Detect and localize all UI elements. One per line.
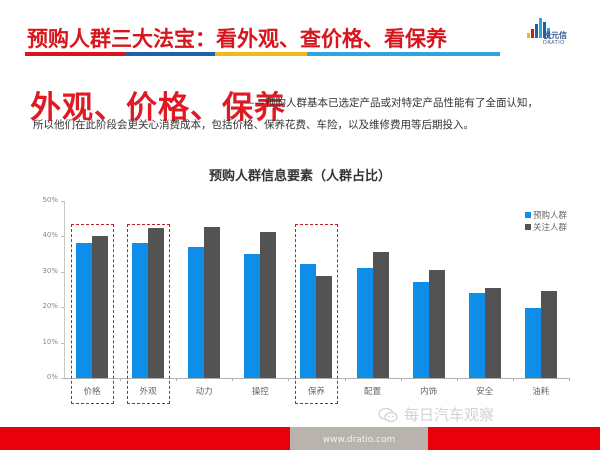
x-category-label: 配置 bbox=[363, 387, 381, 397]
dratio-logo: 锐元信 DRATIO bbox=[527, 16, 573, 52]
legend-label: 预购人群 bbox=[533, 211, 568, 221]
y-tick-mark bbox=[61, 342, 64, 344]
x-category-label: 内饰 bbox=[420, 387, 438, 397]
x-tick-mark bbox=[344, 378, 346, 381]
x-tick-mark bbox=[512, 378, 514, 381]
legend-item-attention: 关注人群 bbox=[525, 221, 567, 233]
x-category-label: 外观 bbox=[139, 387, 157, 397]
footer-url-box: www.dratio.com bbox=[290, 427, 428, 450]
y-axis-line bbox=[64, 201, 65, 379]
x-tick-mark bbox=[456, 378, 458, 381]
y-tick-mark bbox=[61, 307, 64, 309]
intro-line-1: ——预购人群基本已选定产品或对特定产品性能有了全面认知， bbox=[244, 97, 538, 109]
y-tick-label: 0% bbox=[46, 373, 58, 381]
x-tick-mark bbox=[568, 378, 570, 381]
logo-bar-icon bbox=[527, 33, 530, 38]
bar-prepurchase[interactable] bbox=[132, 243, 149, 378]
y-tick-label: 50% bbox=[42, 196, 58, 204]
y-tick-label: 30% bbox=[42, 266, 58, 275]
bar-attention[interactable] bbox=[204, 226, 221, 378]
logo-sub: DRATIO bbox=[543, 40, 565, 46]
logo-name: 锐元信 bbox=[543, 31, 567, 40]
bar-prepurchase[interactable] bbox=[412, 282, 429, 378]
x-tick-mark bbox=[232, 378, 234, 381]
intro-heading: 外观、价格、保养 bbox=[30, 90, 286, 126]
bar-attention[interactable] bbox=[316, 276, 333, 378]
x-tick-mark bbox=[120, 378, 122, 381]
chart-legend: 预购人群 关注人群 bbox=[525, 209, 567, 233]
logo-bar-icon bbox=[543, 22, 546, 38]
logo-bar-icon bbox=[539, 18, 542, 38]
wechat-icon bbox=[378, 407, 398, 423]
bar-prepurchase[interactable] bbox=[188, 246, 205, 378]
y-tick-label: 10% bbox=[42, 337, 58, 346]
bar-prepurchase[interactable] bbox=[524, 307, 541, 378]
bar-attention[interactable] bbox=[92, 236, 109, 378]
legend-item-prepurchase: 预购人群 bbox=[525, 209, 567, 221]
legend-swatch-blue-icon bbox=[525, 212, 531, 218]
bar-attention[interactable] bbox=[540, 290, 557, 378]
stripe-yellow bbox=[215, 52, 307, 56]
stripe-darkblue bbox=[125, 52, 215, 56]
bar-attention[interactable] bbox=[484, 288, 501, 378]
x-category-label: 动力 bbox=[195, 387, 213, 397]
chart-title: 预购人群信息要素（人群占比） bbox=[208, 169, 391, 184]
bar-attention[interactable] bbox=[148, 227, 165, 378]
bar-prepurchase[interactable] bbox=[468, 293, 485, 378]
intro-line-2: 所以他们在此阶段会更关心消费成本，包括价格、保养花费、车险，以及维修费用等后期投… bbox=[33, 119, 474, 131]
stripe-lightblue bbox=[307, 52, 500, 56]
highlight-box bbox=[127, 224, 171, 404]
y-tick-mark bbox=[61, 236, 64, 238]
x-category-label: 保养 bbox=[307, 387, 325, 397]
y-tick-label: 20% bbox=[42, 302, 58, 311]
slide-title: 预购人群三大法宝：看外观、查价格、看保养 bbox=[27, 27, 447, 51]
bar-prepurchase[interactable] bbox=[76, 243, 93, 378]
y-tick-label: 40% bbox=[42, 231, 58, 240]
watermark: 每日汽车观察 bbox=[378, 404, 494, 425]
highlight-box bbox=[295, 224, 339, 404]
bar-prepurchase[interactable] bbox=[300, 264, 317, 378]
x-tick-mark bbox=[176, 378, 178, 381]
x-category-label: 价格 bbox=[83, 387, 101, 397]
x-category-label: 油耗 bbox=[532, 387, 550, 397]
bar-prepurchase[interactable] bbox=[356, 267, 373, 378]
logo-bar-icon bbox=[531, 29, 534, 38]
x-tick-mark bbox=[400, 378, 402, 381]
y-tick-mark bbox=[61, 201, 64, 202]
y-tick-mark bbox=[61, 271, 64, 273]
footer-url-link[interactable]: www.dratio.com bbox=[322, 435, 396, 445]
logo-bar-icon bbox=[535, 24, 538, 38]
stripe-red bbox=[25, 52, 125, 56]
x-category-label: 操控 bbox=[251, 387, 269, 397]
watermark-text: 每日汽车观察 bbox=[404, 406, 495, 424]
highlight-box bbox=[71, 224, 115, 404]
y-tick-mark bbox=[61, 378, 64, 379]
x-tick-mark bbox=[288, 378, 290, 381]
bar-attention[interactable] bbox=[372, 251, 389, 378]
logo-bar-icon bbox=[547, 28, 550, 38]
bar-attention[interactable] bbox=[260, 232, 277, 378]
bar-attention[interactable] bbox=[428, 270, 445, 378]
bar-prepurchase[interactable] bbox=[244, 254, 261, 378]
legend-swatch-grey-icon bbox=[525, 224, 531, 230]
x-axis-line bbox=[64, 378, 569, 379]
x-category-label: 安全 bbox=[476, 387, 494, 397]
legend-label: 关注人群 bbox=[533, 223, 568, 233]
